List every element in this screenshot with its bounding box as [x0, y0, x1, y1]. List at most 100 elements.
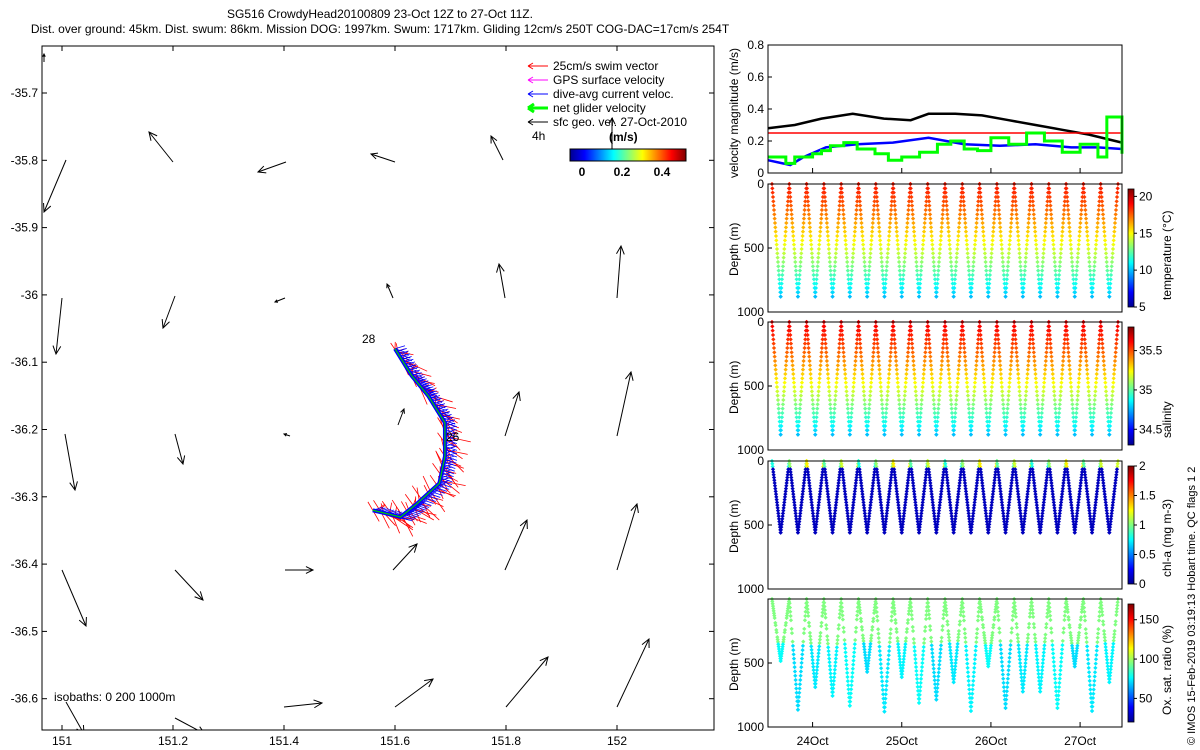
depth-point: [876, 631, 881, 636]
depth-point: [866, 277, 871, 282]
depth-point: [948, 389, 953, 394]
depth-point: [832, 671, 837, 676]
depth-point: [930, 242, 935, 247]
depth-point: [941, 341, 946, 346]
depth-point: [1008, 489, 1013, 494]
depth-point: [1064, 324, 1069, 329]
depth-point: [901, 402, 907, 407]
depth-point: [844, 505, 849, 510]
depth-point: [943, 467, 949, 472]
depth-point: [896, 397, 902, 403]
depth-point: [971, 255, 977, 260]
depth-point: [974, 631, 980, 636]
depth-point: [849, 406, 854, 411]
depth-point: [1065, 609, 1070, 615]
depth-point: [1010, 617, 1015, 623]
depth-point: [916, 700, 922, 706]
depth-point: [1028, 199, 1033, 204]
depth-point: [980, 483, 985, 488]
depth-point: [1101, 216, 1106, 221]
depth-point: [874, 324, 879, 329]
depth-point: [975, 627, 980, 632]
depth-point: [1059, 380, 1064, 385]
depth-point: [971, 670, 977, 675]
depth-point: [1041, 255, 1046, 260]
depth-point: [891, 328, 896, 333]
depth-point: [1032, 625, 1037, 630]
depth-point: [934, 290, 939, 295]
depth-point: [1090, 419, 1096, 424]
depth-point: [1100, 212, 1106, 217]
depth-point: [922, 480, 928, 486]
depth-point: [835, 641, 840, 646]
depth-point: [879, 502, 884, 508]
depth-point: [823, 475, 829, 480]
depth-point: [843, 491, 848, 497]
depth-point: [832, 272, 837, 278]
depth-point: [795, 294, 801, 299]
depth-point: [1041, 389, 1046, 394]
depth-point: [915, 410, 920, 416]
depth-point: [1006, 502, 1011, 508]
depth-point: [983, 264, 989, 269]
depth-point: [995, 461, 1000, 466]
depth-point: [826, 649, 831, 654]
depth-point: [819, 207, 825, 213]
depth-point: [866, 516, 871, 522]
depth-point: [809, 242, 814, 247]
depth-point: [949, 402, 954, 407]
depth-point: [1023, 264, 1028, 269]
depth-point: [989, 502, 994, 508]
depth-point: [910, 354, 916, 359]
depth-point: [772, 358, 778, 364]
depth-point: [1016, 646, 1021, 651]
depth-point: [1010, 199, 1015, 204]
depth-point: [811, 514, 816, 519]
depth-point: [806, 478, 812, 483]
depth-point: [843, 497, 848, 502]
depth-point: [798, 677, 803, 683]
depth-point: [1049, 630, 1054, 635]
depth-point: [902, 251, 908, 256]
depth-point: [833, 656, 838, 661]
depth-point: [952, 419, 957, 424]
depth-point: [951, 530, 956, 535]
depth-point: [894, 491, 900, 497]
depth-point: [845, 264, 850, 269]
depth-point: [914, 514, 920, 519]
depth-point: [1061, 350, 1066, 355]
depth-point: [983, 255, 988, 260]
depth-point: [1107, 680, 1112, 685]
geo-velocity-arrow: [65, 701, 85, 730]
depth-point: [843, 376, 848, 381]
depth-point: [935, 410, 941, 416]
depth-point: [799, 502, 804, 508]
depth-point: [788, 203, 794, 208]
depth-point: [827, 660, 832, 665]
depth-point: [843, 650, 848, 655]
depth-point: [1012, 328, 1017, 333]
depth-point: [1061, 212, 1066, 217]
depth-point: [1091, 687, 1096, 692]
depth-point: [885, 389, 890, 394]
map-xtick-label: 151.4: [269, 734, 299, 748]
depth-point: [970, 514, 976, 519]
depth-point: [798, 511, 803, 516]
depth-point: [1051, 246, 1056, 252]
depth-point: [827, 397, 833, 403]
depth-point: [811, 406, 816, 411]
depth-point: [1004, 281, 1009, 286]
depth-point: [900, 522, 905, 527]
depth-point: [937, 393, 942, 398]
depth-point: [912, 491, 917, 497]
depth-point: [973, 644, 979, 649]
depth-point: [1109, 406, 1114, 411]
depth-point: [920, 660, 925, 666]
depth-point: [1067, 233, 1073, 239]
depth-point: [1010, 345, 1015, 351]
depth-point: [1092, 670, 1098, 675]
depth-point: [927, 616, 932, 621]
depth-point: [801, 639, 806, 644]
depth-point: [1079, 341, 1084, 346]
depth-point: [813, 681, 818, 686]
